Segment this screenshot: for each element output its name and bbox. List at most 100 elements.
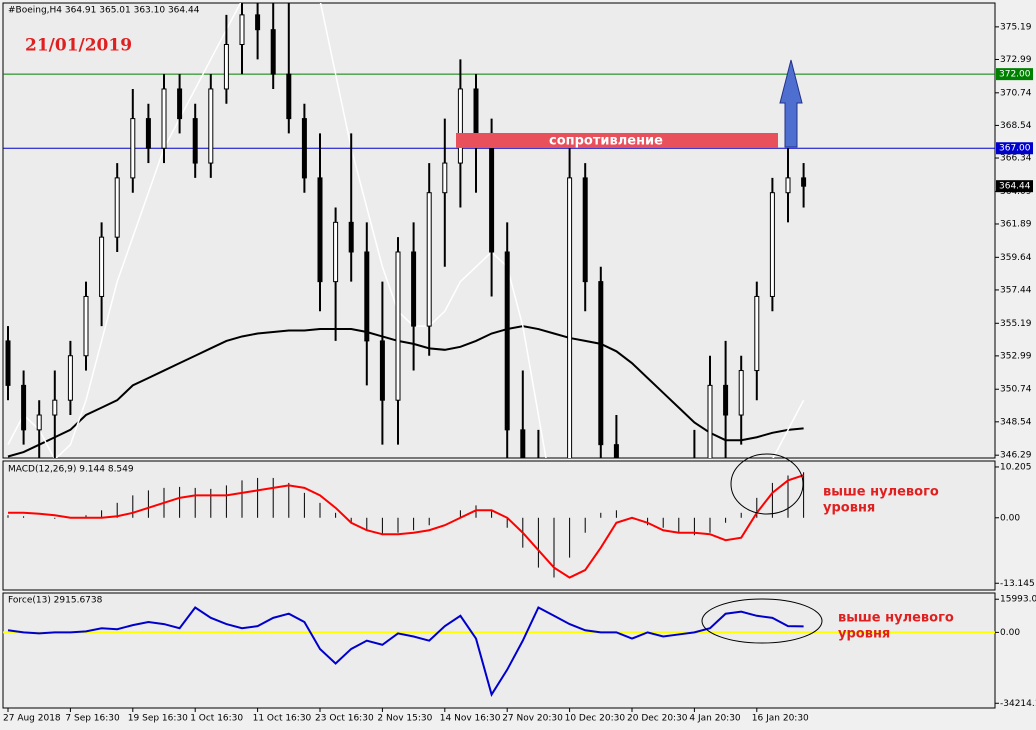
- x-tick-label: 2 Nov 15:30: [377, 714, 432, 724]
- candle-body: [348, 221, 354, 253]
- candle-body: [754, 295, 760, 372]
- y-tick-label: 350.74: [1000, 385, 1032, 395]
- x-tick-label: 23 Oct 16:30: [315, 714, 374, 724]
- candle-body: [504, 251, 510, 431]
- resistance-zone: [456, 133, 778, 148]
- x-tick-label: 27 Nov 20:30: [502, 714, 563, 724]
- candle-body: [239, 14, 245, 45]
- level-tag: [996, 68, 1033, 81]
- candle-body: [489, 132, 495, 253]
- y-tick-label: 372.99: [1000, 55, 1032, 65]
- highlight-circle: [701, 598, 823, 644]
- y-tick-label: 366.34: [1000, 154, 1032, 164]
- level-tag-label: 367.00: [999, 144, 1031, 154]
- force-annotation: выше нулевого: [838, 611, 954, 626]
- candle-body: [613, 444, 619, 458]
- chart-title: #Boeing,H4 364.91 365.01 363.10 364.44: [8, 6, 200, 16]
- up-arrow: [779, 59, 803, 148]
- price-panel: [2, 2, 996, 459]
- candle-body: [473, 88, 479, 134]
- force-line: [7, 606, 804, 697]
- y-tick-label: 348.54: [1000, 417, 1032, 427]
- last-price-tag: [996, 180, 1033, 193]
- resistance-label: сопротивление: [549, 134, 663, 149]
- macd-title: MACD(12,26,9) 9.144 8.549: [8, 465, 134, 475]
- x-tick-label: 19 Sep 16:30: [128, 714, 188, 724]
- y-tick-label: 355.19: [1000, 319, 1032, 329]
- macd-annotation: выше нулевого: [823, 485, 939, 500]
- level-tag: [996, 142, 1033, 155]
- candle-body: [270, 29, 276, 75]
- candle-body: [208, 88, 214, 164]
- candle-body: [255, 14, 261, 31]
- macd-plot: [7, 472, 805, 579]
- candle-body: [177, 88, 183, 120]
- candle-body: [99, 236, 105, 297]
- candle-body: [114, 177, 120, 238]
- candle-body: [21, 384, 27, 431]
- last-price-label: 364.44: [999, 182, 1031, 192]
- y-tick-label: 361.89: [1000, 219, 1032, 229]
- candle-body: [52, 399, 58, 416]
- y-tick-label: 359.64: [1000, 253, 1032, 263]
- candle-body: [442, 162, 448, 194]
- macd-annotation: уровня: [823, 501, 875, 516]
- candle-body: [286, 73, 292, 120]
- price-plot: [3, 3, 995, 458]
- candle-body: [785, 177, 791, 194]
- x-tick-label: 1 Oct 16:30: [190, 714, 243, 724]
- candle-body: [161, 88, 167, 149]
- candle-body: [223, 43, 229, 90]
- y-tick-label: 0.00: [1000, 513, 1020, 523]
- candle-body: [411, 251, 417, 327]
- candle-body: [567, 177, 573, 458]
- y-tick-label: 352.99: [1000, 351, 1032, 361]
- y-tick-label: 346.29: [1000, 451, 1032, 461]
- candle-body: [379, 340, 385, 401]
- level-tag-label: 372.00: [999, 70, 1031, 80]
- y-tick-label: 357.44: [1000, 285, 1032, 295]
- candle-body: [145, 118, 151, 149]
- y-tick-label: 370.74: [1000, 88, 1032, 98]
- force-title: Force(13) 2915.6738: [8, 596, 103, 606]
- y-tick-label: 15993.08: [1000, 595, 1036, 605]
- candle-body: [317, 177, 323, 283]
- y-tick-label: -34214.1: [1000, 699, 1036, 709]
- signal-line: [8, 474, 804, 579]
- candle-body: [738, 370, 744, 416]
- x-tick-label: 10 Dec 20:30: [565, 714, 626, 724]
- y-tick-label: 10.205: [1000, 462, 1032, 472]
- moving-average: [7, 325, 804, 458]
- moving-average: [7, 3, 805, 458]
- y-tick-label: 0.00: [1000, 628, 1020, 638]
- candle-body: [801, 177, 807, 187]
- y-tick-label: -13.145: [1000, 579, 1035, 589]
- x-tick-label: 4 Jan 20:30: [689, 714, 741, 724]
- candle-body: [5, 340, 11, 386]
- force-plot: [3, 606, 995, 697]
- force-annotation: уровня: [838, 627, 890, 642]
- y-tick-label: 368.54: [1000, 121, 1032, 131]
- candle-body: [520, 429, 526, 458]
- macd-panel: [2, 460, 996, 591]
- candle-body: [723, 384, 729, 416]
- candle-body: [769, 192, 775, 297]
- force-panel: [2, 592, 996, 709]
- candle-body: [192, 118, 198, 164]
- candle-body: [301, 118, 307, 179]
- y-tick-label: 375.19: [1000, 22, 1032, 32]
- candle-body: [707, 384, 713, 458]
- candle-body: [67, 355, 73, 401]
- x-tick-label: 11 Oct 16:30: [253, 714, 312, 724]
- x-tick-label: 14 Nov 16:30: [440, 714, 501, 724]
- date-annotation: 21/01/2019: [25, 36, 132, 56]
- candle-body: [83, 295, 89, 357]
- x-tick-label: 20 Dec 20:30: [627, 714, 688, 724]
- x-tick-label: 27 Aug 2018: [3, 714, 61, 724]
- candle-body: [426, 192, 432, 327]
- highlight-circle: [730, 453, 804, 515]
- x-tick-label: 16 Jan 20:30: [752, 714, 809, 724]
- candle-body: [333, 221, 339, 283]
- candle-body: [395, 251, 401, 401]
